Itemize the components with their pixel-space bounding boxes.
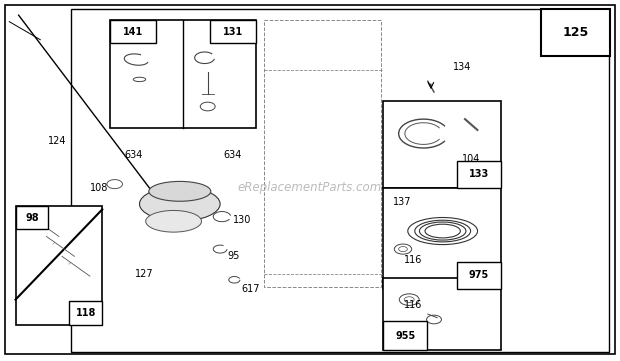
Ellipse shape (146, 210, 202, 232)
Bar (69, 301, 102, 325)
Text: eReplacementParts.com: eReplacementParts.com (238, 181, 382, 194)
Bar (264, 20, 381, 287)
Text: 124: 124 (48, 136, 67, 146)
Text: ~: ~ (51, 240, 57, 246)
Text: 108: 108 (90, 183, 108, 193)
Bar (457, 262, 501, 289)
Bar (541, 9, 610, 56)
Bar (110, 20, 256, 128)
Text: 141: 141 (123, 27, 143, 36)
Text: 134: 134 (453, 62, 471, 72)
Text: 127: 127 (135, 269, 154, 279)
Text: 130: 130 (232, 215, 251, 225)
Text: 125: 125 (562, 26, 588, 39)
Bar (16, 206, 48, 229)
Text: 104: 104 (462, 154, 480, 164)
Text: 118: 118 (76, 308, 96, 318)
Text: 116: 116 (404, 255, 423, 265)
Ellipse shape (149, 181, 211, 201)
Text: 975: 975 (469, 270, 489, 280)
Bar (383, 101, 501, 188)
Text: 98: 98 (25, 213, 38, 222)
Text: 955: 955 (395, 331, 415, 341)
Text: ~: ~ (35, 220, 42, 226)
Ellipse shape (140, 187, 220, 221)
Bar (110, 20, 156, 43)
Text: 133: 133 (469, 169, 489, 179)
Bar (457, 161, 501, 188)
Text: 131: 131 (223, 27, 243, 36)
Bar (383, 188, 501, 289)
Text: 634: 634 (223, 150, 242, 160)
Text: 116: 116 (404, 300, 423, 310)
Bar (210, 20, 256, 43)
Bar (16, 206, 102, 325)
Text: 137: 137 (393, 197, 412, 207)
Bar (383, 321, 427, 350)
Bar (383, 278, 501, 350)
Text: 95: 95 (228, 251, 240, 261)
Text: ~: ~ (66, 260, 73, 266)
Text: 634: 634 (124, 150, 143, 160)
Bar (71, 9, 609, 352)
Text: 617: 617 (242, 284, 260, 294)
